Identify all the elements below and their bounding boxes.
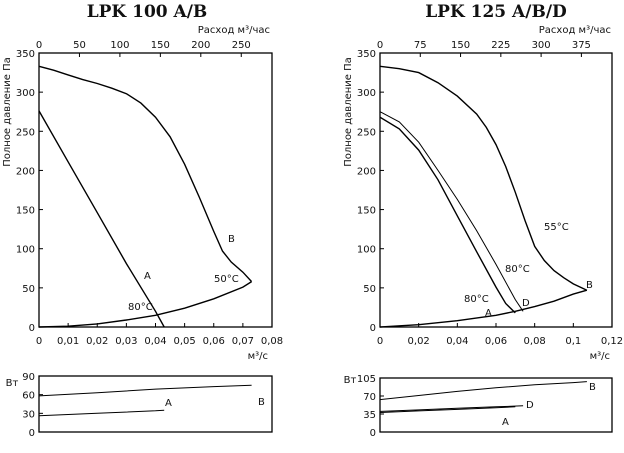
y-tick-label: 150 — [357, 206, 376, 217]
x-tick-label: 0,07 — [232, 336, 254, 347]
power-y-tick-label: 90 — [22, 372, 35, 383]
x2-tick-label: 200 — [191, 40, 210, 51]
x2-axis-label: Расход м³/час — [198, 25, 270, 36]
x-tick-label: 0,04 — [144, 336, 166, 347]
x2-tick-label: 300 — [532, 40, 551, 51]
x2-tick-label: 225 — [491, 40, 510, 51]
power-y-tick-label: 105 — [357, 374, 376, 385]
power-curve-b — [379, 381, 587, 401]
x2-tick-label: 0 — [36, 40, 42, 51]
chart-title: LPK 100 A/B — [87, 2, 208, 22]
x-tick-label: 0,1 — [565, 336, 581, 347]
curve-label-a: A — [144, 271, 151, 282]
power-label-b: B — [258, 397, 265, 408]
x2-tick-label: 150 — [451, 40, 470, 51]
system-curve — [38, 281, 252, 328]
temp-label-55: 55°C — [544, 222, 569, 233]
x2-tick-label: 250 — [232, 40, 251, 51]
pressure-plot-frame — [38, 52, 273, 328]
x2-tick-label: 100 — [110, 40, 129, 51]
power-curve-b — [38, 384, 252, 397]
x-tick-label: 0 — [36, 336, 42, 347]
power-y-tick-label: 0 — [370, 428, 376, 439]
curve-label-b: B — [228, 234, 235, 245]
temp-label-80-d: 80°C — [505, 264, 530, 275]
y-axis-label: Полное давление Па — [2, 57, 13, 167]
chart-lpk100: LPK 100 A/B Расход м³/час Полное давлени… — [2, 2, 283, 439]
curve-d — [379, 111, 524, 312]
power-y-tick-label: 60 — [22, 391, 35, 402]
power-axis-label: Вт — [344, 375, 357, 386]
curve-a — [379, 116, 516, 314]
x2-tick-label: 50 — [73, 40, 86, 51]
x-tick-label: 0,12 — [601, 336, 623, 347]
x-tick-label: 0,03 — [115, 336, 137, 347]
x-tick-label: 0,08 — [261, 336, 283, 347]
x-axis-label: м³/с — [248, 351, 268, 362]
curve-label-a: A — [485, 308, 492, 319]
y-tick-label: 50 — [363, 284, 376, 295]
chart-lpk125: LPK 125 A/B/D Расход м³/час Полное давле… — [343, 2, 623, 439]
power-axis-label: Вт — [6, 378, 19, 389]
x-tick-label: 0,08 — [524, 336, 546, 347]
y-axis-label: Полное давление Па — [343, 57, 354, 167]
y-tick-label: 300 — [16, 88, 35, 99]
y-tick-label: 200 — [16, 166, 35, 177]
curve-label-d: D — [522, 298, 530, 309]
system-curve — [379, 289, 588, 328]
curve-b — [379, 65, 588, 291]
y-tick-label: 250 — [357, 127, 376, 138]
x-tick-label: 0,05 — [173, 336, 195, 347]
y-tick-label: 0 — [29, 323, 35, 334]
power-plot-frame — [379, 377, 613, 433]
power-label-d: D — [526, 400, 534, 411]
power-label-a: A — [502, 417, 509, 428]
x-tick-label: 0,06 — [485, 336, 507, 347]
x-tick-label: 0,06 — [203, 336, 225, 347]
y-tick-label: 100 — [357, 245, 376, 256]
power-y-tick-label: 70 — [363, 392, 376, 403]
x2-axis-label: Расход м³/час — [539, 25, 611, 36]
power-y-tick-label: 30 — [22, 409, 35, 420]
power-curve-d — [379, 405, 524, 412]
x2-tick-label: 75 — [414, 40, 427, 51]
power-label-b: B — [589, 382, 596, 393]
power-y-tick-label: 35 — [363, 410, 376, 421]
x2-tick-label: 150 — [151, 40, 170, 51]
curve-a — [38, 110, 165, 328]
y-tick-label: 300 — [357, 88, 376, 99]
x-tick-label: 0,04 — [446, 336, 468, 347]
temp-label-50: 50°C — [214, 274, 239, 285]
x-tick-label: 0,02 — [86, 336, 108, 347]
y-tick-label: 150 — [16, 206, 35, 217]
power-y-tick-label: 0 — [29, 428, 35, 439]
x2-tick-label: 375 — [572, 40, 591, 51]
curve-label-b: B — [586, 280, 593, 291]
y-tick-label: 50 — [22, 284, 35, 295]
x-axis-label: м³/с — [590, 351, 610, 362]
power-curve-a — [38, 409, 165, 417]
power-curve-a — [379, 406, 516, 413]
y-tick-label: 200 — [357, 166, 376, 177]
x-tick-label: 0 — [377, 336, 383, 347]
power-plot-frame — [38, 375, 273, 433]
x-tick-label: 0,01 — [57, 336, 79, 347]
y-tick-label: 100 — [16, 245, 35, 256]
y-tick-label: 350 — [16, 49, 35, 60]
x-tick-label: 0,02 — [408, 336, 430, 347]
x2-tick-label: 0 — [377, 40, 383, 51]
temp-label-80-a: 80°C — [464, 294, 489, 305]
curve-b — [38, 65, 253, 283]
power-label-a: A — [165, 398, 172, 409]
chart-title: LPK 125 A/B/D — [425, 2, 567, 22]
y-tick-label: 350 — [357, 49, 376, 60]
temp-label-80: 80°C — [128, 302, 153, 313]
y-tick-label: 0 — [370, 323, 376, 334]
y-tick-label: 250 — [16, 127, 35, 138]
